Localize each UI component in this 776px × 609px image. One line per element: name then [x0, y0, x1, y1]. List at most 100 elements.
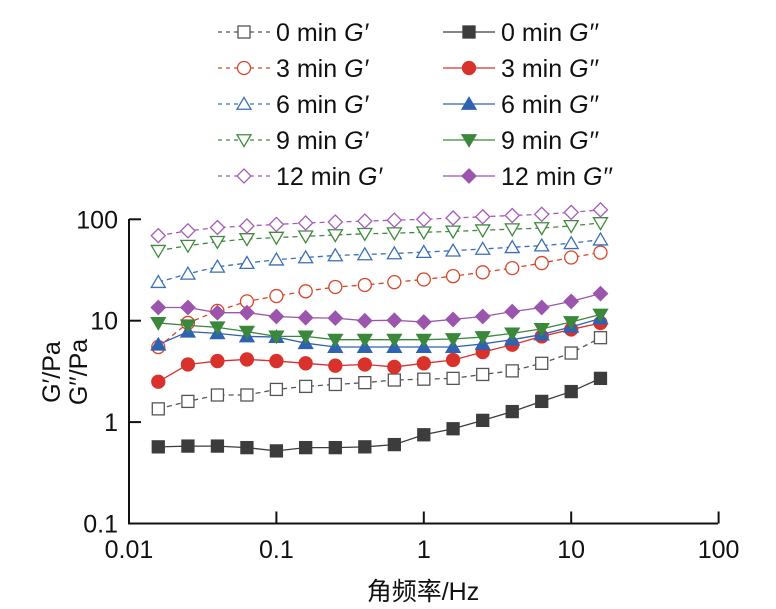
- data-point: [327, 214, 344, 230]
- legend-item: 12 min G′: [218, 163, 383, 191]
- data-point: [179, 222, 196, 239]
- data-point: [474, 308, 491, 325]
- data-point: [239, 304, 255, 321]
- x-axis-title: 角频率/Hz: [367, 578, 480, 606]
- data-point: [298, 284, 313, 299]
- data-point: [563, 293, 580, 310]
- legend-label: 0 min G′′: [501, 19, 599, 47]
- y-tick-label: 0.1: [83, 511, 118, 539]
- data-point: [444, 225, 462, 240]
- legend-item: 6 min G′: [218, 91, 370, 119]
- data-point: [356, 246, 373, 261]
- data-point: [386, 212, 403, 229]
- x-tick-label: 1: [417, 536, 431, 564]
- legend-label-symbol: G′′: [569, 127, 599, 155]
- data-point: [564, 346, 578, 360]
- data-point: [445, 311, 462, 328]
- data-point: [386, 333, 403, 348]
- legend-label-symbol: G′′: [569, 55, 599, 83]
- series-12-min-g-: [150, 285, 609, 330]
- legend-label: 3 min G′′: [501, 55, 599, 83]
- data-point: [297, 215, 314, 231]
- legend-marker: [236, 168, 252, 184]
- data-point: [238, 325, 256, 340]
- data-point: [268, 216, 285, 233]
- legend-item: 6 min G′′: [443, 91, 599, 119]
- data-point: [210, 388, 225, 402]
- data-point: [417, 428, 431, 442]
- data-point: [328, 440, 342, 455]
- data-point: [533, 322, 550, 337]
- data-point: [593, 371, 608, 386]
- x-tick-label: 10: [557, 536, 585, 564]
- data-point: [297, 230, 314, 245]
- series-12-min-g-: [150, 201, 609, 244]
- legend-marker: [235, 96, 253, 110]
- data-point: [150, 336, 167, 351]
- legend-label-prefix: 0 min: [276, 19, 344, 47]
- data-point: [504, 207, 521, 224]
- data-point: [327, 333, 344, 348]
- legend-item: 12 min G′′: [443, 163, 613, 191]
- data-point: [240, 388, 254, 402]
- series-6-min-g-: [150, 231, 609, 289]
- data-point: [269, 382, 284, 397]
- data-point: [327, 247, 344, 262]
- data-point: [387, 437, 401, 452]
- legend-item: 3 min G′: [218, 55, 370, 83]
- data-point: [268, 330, 285, 345]
- data-point: [268, 231, 285, 246]
- data-point: [475, 265, 490, 280]
- data-point: [415, 244, 432, 259]
- series-line: [158, 292, 601, 323]
- data-point: [150, 299, 167, 316]
- data-point: [446, 371, 460, 386]
- data-point: [210, 439, 225, 453]
- data-point: [181, 439, 195, 453]
- legend-label-symbol: G′′: [583, 163, 613, 191]
- legend-label-prefix: 6 min: [501, 91, 569, 119]
- legend-label-symbol: G′′: [569, 91, 599, 119]
- data-point: [504, 239, 521, 254]
- data-point: [297, 330, 314, 345]
- data-point: [476, 367, 490, 382]
- data-point: [209, 304, 226, 321]
- data-point: [415, 333, 432, 348]
- data-point: [209, 235, 226, 250]
- data-point: [505, 260, 520, 276]
- series-line: [158, 317, 601, 348]
- data-point: [299, 440, 313, 455]
- data-point: [563, 316, 580, 330]
- x-tick-label: 0.01: [105, 536, 154, 564]
- legend-marker: [460, 134, 478, 148]
- legend-label-prefix: 9 min: [501, 127, 569, 155]
- series-line: [158, 313, 601, 341]
- legend-label: 9 min G′: [276, 127, 370, 155]
- legend-label-symbol: G′: [344, 127, 369, 155]
- series-9-min-g-: [150, 308, 609, 348]
- data-point: [474, 241, 491, 255]
- data-point: [592, 231, 609, 246]
- data-point: [210, 353, 225, 369]
- data-point: [356, 213, 373, 230]
- data-point: [533, 299, 550, 316]
- data-point: [179, 299, 196, 316]
- data-point: [445, 210, 462, 226]
- data-point: [593, 245, 608, 260]
- data-point: [269, 288, 284, 304]
- data-point: [298, 356, 313, 371]
- data-point: [151, 374, 166, 389]
- legend-label-prefix: 0 min: [501, 19, 569, 47]
- legend-label: 6 min G′′: [501, 91, 599, 119]
- data-point: [209, 321, 226, 336]
- legend-label: 12 min G′: [276, 163, 383, 191]
- y-axis-title-line-1: G′/Pa: [38, 341, 66, 403]
- data-point: [444, 242, 462, 257]
- y-tick-label: 10: [90, 308, 118, 336]
- data-point: [181, 394, 195, 409]
- data-point: [297, 309, 314, 326]
- legend-marker: [460, 96, 478, 110]
- data-point: [504, 223, 521, 238]
- data-point: [535, 356, 549, 370]
- legend-label: 3 min G′: [276, 55, 370, 83]
